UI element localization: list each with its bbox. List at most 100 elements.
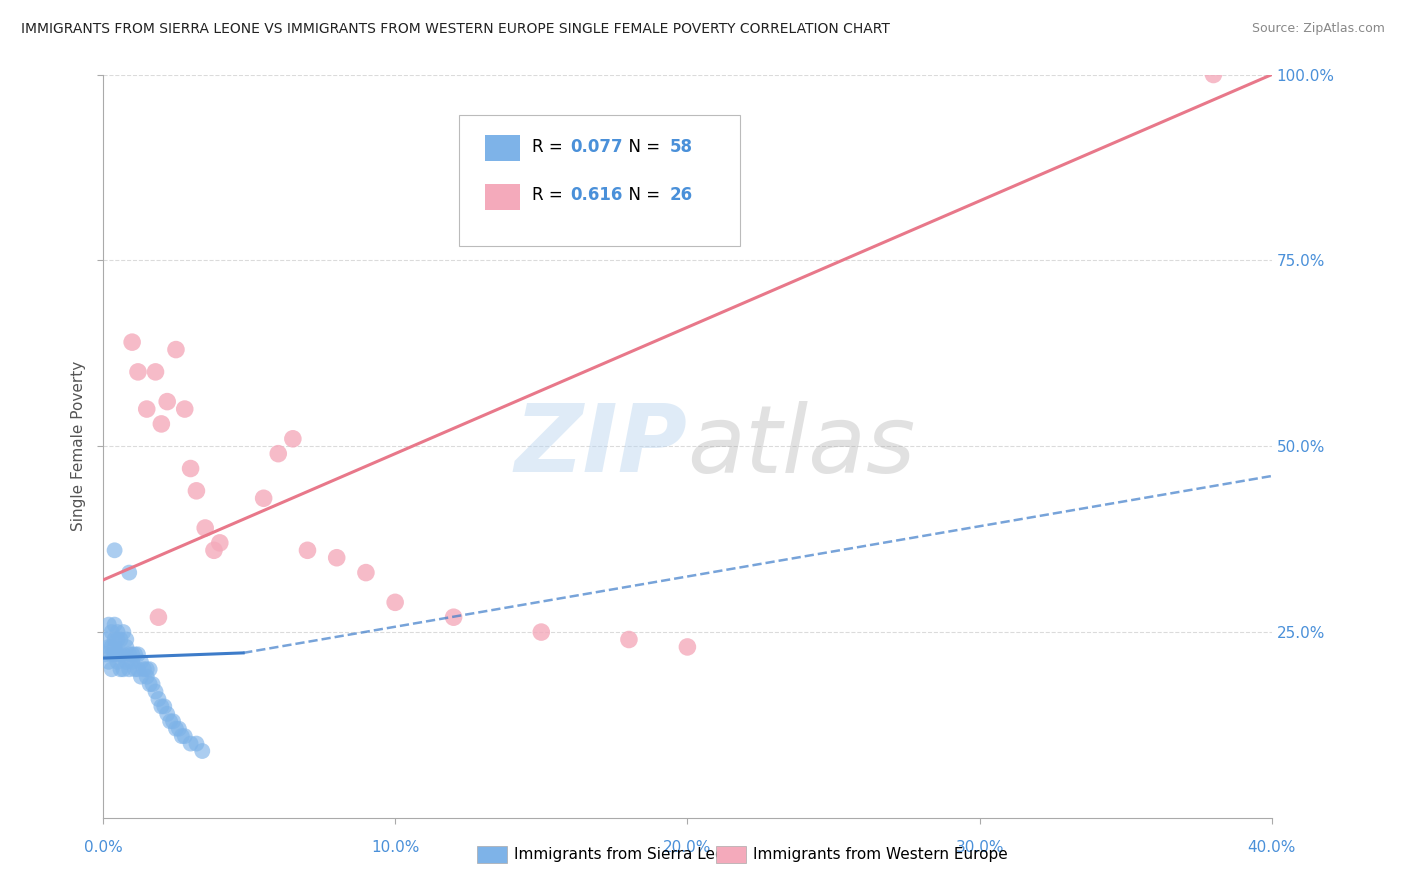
Point: [100, 625, 122, 640]
Text: 0.0%: 0.0%: [83, 840, 122, 855]
Point: [121, 648, 143, 662]
Text: 26: 26: [669, 186, 693, 204]
Point: [142, 677, 165, 691]
Point: [186, 483, 208, 498]
Point: [1202, 68, 1225, 82]
Point: [150, 699, 173, 714]
Point: [121, 335, 143, 350]
Point: [173, 729, 195, 743]
Point: [118, 566, 141, 580]
Text: 10.0%: 10.0%: [371, 840, 419, 855]
Text: R =: R =: [531, 186, 568, 204]
Point: [135, 670, 157, 684]
Point: [173, 402, 195, 417]
Text: atlas: atlas: [688, 401, 915, 491]
Point: [97, 640, 120, 654]
Point: [115, 632, 138, 647]
Point: [145, 684, 167, 698]
Point: [138, 677, 160, 691]
Text: 40.0%: 40.0%: [1247, 840, 1296, 855]
Point: [112, 648, 135, 662]
Point: [104, 648, 127, 662]
Point: [186, 737, 208, 751]
Point: [156, 706, 179, 721]
Point: [112, 625, 135, 640]
Point: [180, 737, 202, 751]
Point: [118, 648, 141, 662]
Point: [443, 610, 465, 624]
Point: [156, 394, 179, 409]
Point: [107, 632, 129, 647]
FancyBboxPatch shape: [460, 115, 740, 245]
Point: [97, 655, 120, 669]
Point: [135, 662, 157, 676]
FancyBboxPatch shape: [485, 136, 520, 161]
Point: [170, 729, 193, 743]
Point: [132, 662, 155, 676]
Text: ZIP: ZIP: [515, 401, 688, 492]
Text: Immigrants from Western Europe: Immigrants from Western Europe: [754, 847, 1008, 862]
Point: [104, 632, 127, 647]
Text: 30.0%: 30.0%: [956, 840, 1004, 855]
Point: [138, 662, 160, 676]
Text: IMMIGRANTS FROM SIERRA LEONE VS IMMIGRANTS FROM WESTERN EUROPE SINGLE FEMALE POV: IMMIGRANTS FROM SIERRA LEONE VS IMMIGRAN…: [21, 22, 890, 37]
Point: [110, 632, 132, 647]
Point: [194, 521, 217, 535]
Text: 0.077: 0.077: [571, 137, 623, 155]
Point: [127, 662, 149, 676]
Text: N =: N =: [619, 186, 666, 204]
Point: [148, 610, 170, 624]
Text: Source: ZipAtlas.com: Source: ZipAtlas.com: [1251, 22, 1385, 36]
Point: [191, 744, 214, 758]
Point: [127, 365, 149, 379]
Point: [208, 536, 231, 550]
Point: [530, 625, 553, 640]
Point: [107, 648, 129, 662]
Point: [354, 566, 377, 580]
Point: [124, 648, 146, 662]
Y-axis label: Single Female Poverty: Single Female Poverty: [72, 361, 86, 532]
Point: [165, 343, 187, 357]
Point: [148, 692, 170, 706]
Point: [281, 432, 304, 446]
Point: [617, 632, 640, 647]
Point: [267, 447, 290, 461]
Text: 20.0%: 20.0%: [664, 840, 711, 855]
Point: [162, 714, 184, 729]
Point: [104, 543, 127, 558]
Point: [676, 640, 699, 654]
Point: [104, 640, 127, 654]
Point: [150, 417, 173, 431]
Point: [202, 543, 225, 558]
Point: [118, 662, 141, 676]
Point: [110, 662, 132, 676]
Text: 0.616: 0.616: [571, 186, 623, 204]
Point: [94, 632, 117, 647]
Point: [115, 640, 138, 654]
Point: [253, 491, 276, 506]
Point: [145, 365, 167, 379]
Point: [107, 625, 129, 640]
Point: [104, 617, 127, 632]
Point: [297, 543, 319, 558]
Point: [135, 402, 157, 417]
Point: [165, 722, 187, 736]
Point: [159, 714, 181, 729]
Text: N =: N =: [619, 137, 666, 155]
Point: [384, 595, 406, 609]
Point: [110, 648, 132, 662]
Point: [325, 550, 347, 565]
Point: [100, 662, 122, 676]
Point: [115, 655, 138, 669]
Point: [100, 640, 122, 654]
Point: [94, 648, 117, 662]
Point: [100, 648, 122, 662]
FancyBboxPatch shape: [485, 184, 520, 210]
Point: [124, 662, 146, 676]
Point: [153, 699, 176, 714]
Point: [129, 655, 152, 669]
Text: 58: 58: [669, 137, 693, 155]
Point: [112, 662, 135, 676]
Point: [97, 617, 120, 632]
Text: Immigrants from Sierra Leone: Immigrants from Sierra Leone: [515, 847, 744, 862]
